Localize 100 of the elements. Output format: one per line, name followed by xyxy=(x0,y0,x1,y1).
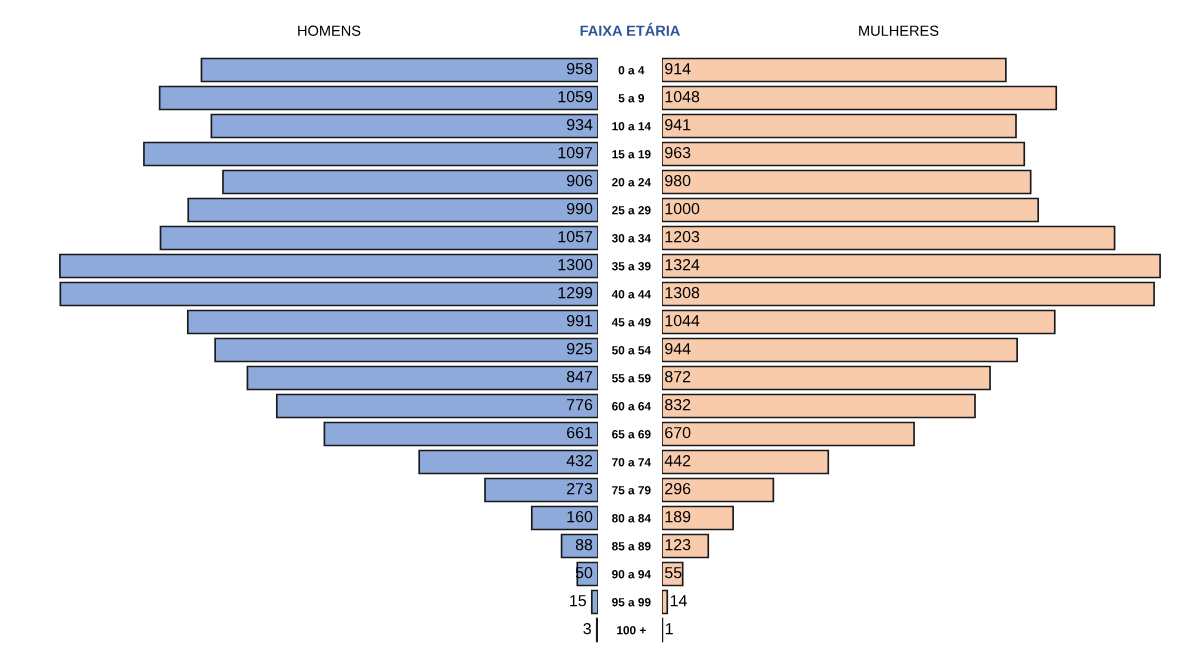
y-tick-label: 15 a 19 xyxy=(612,150,651,159)
bar xyxy=(662,281,1155,307)
data-label: 1300 xyxy=(558,258,593,271)
y-tick-label: 0 a 4 xyxy=(618,66,645,75)
data-label: 296 xyxy=(665,482,691,495)
bar xyxy=(323,421,598,447)
y-tick-label: 55 a 59 xyxy=(612,374,651,383)
y-tick-label: 25 a 29 xyxy=(612,206,651,215)
bar xyxy=(200,57,598,83)
y-tick-label: 20 a 24 xyxy=(612,178,651,187)
bar xyxy=(662,197,1040,223)
data-label: 1044 xyxy=(665,314,700,327)
bar xyxy=(662,449,830,475)
bar xyxy=(210,113,598,139)
y-tick-label: 90 a 94 xyxy=(612,570,651,579)
bar xyxy=(662,57,1007,83)
y-tick-label: 100 + xyxy=(617,626,646,635)
bar xyxy=(662,533,710,559)
bar xyxy=(186,309,598,335)
bar xyxy=(662,253,1161,279)
y-tick-label: 35 a 39 xyxy=(611,262,651,271)
bar xyxy=(662,141,1026,167)
data-label: 1097 xyxy=(558,146,593,159)
data-label: 914 xyxy=(665,62,691,75)
y-tick-label: 75 a 79 xyxy=(612,486,651,495)
data-label: 941 xyxy=(665,118,691,131)
bar xyxy=(662,421,915,447)
y-tick-label: 10 a 14 xyxy=(612,122,651,131)
data-label: 670 xyxy=(665,426,691,439)
bar xyxy=(662,365,991,391)
chart-title: HOMENS xyxy=(298,25,361,36)
bar xyxy=(530,505,598,531)
bar xyxy=(662,169,1032,195)
data-label: 15 xyxy=(570,595,587,607)
data-label: 1 xyxy=(665,623,673,635)
data-label: 1048 xyxy=(665,90,700,103)
data-label: 160 xyxy=(567,510,593,523)
y-tick-label: 70 a 74 xyxy=(612,458,651,467)
y-tick-label: 95 a 99 xyxy=(612,598,651,607)
bar xyxy=(484,477,598,503)
bar xyxy=(662,85,1058,111)
data-label: 832 xyxy=(665,398,691,411)
bar xyxy=(143,141,598,167)
bar xyxy=(275,393,598,419)
bar xyxy=(246,365,598,391)
data-label: 432 xyxy=(566,454,593,467)
data-label: 990 xyxy=(566,202,593,215)
bar xyxy=(662,477,775,503)
y-tick-label: 45 a 49 xyxy=(611,318,651,327)
bar xyxy=(662,337,1018,363)
data-label: 958 xyxy=(566,62,593,75)
data-label: 980 xyxy=(665,174,691,187)
bar xyxy=(187,197,598,223)
y-tick-label: 80 a 84 xyxy=(612,514,651,523)
data-label: 1057 xyxy=(558,230,593,243)
data-label: 872 xyxy=(665,370,691,383)
data-label: 934 xyxy=(566,118,593,131)
y-axis-title: FAIXA ETÁRIA xyxy=(580,22,680,36)
y-tick-label: 60 a 64 xyxy=(612,402,651,411)
bar xyxy=(662,225,1116,251)
data-label: 847 xyxy=(566,370,593,383)
data-label: 963 xyxy=(665,146,691,159)
bar xyxy=(590,589,598,615)
y-tick-label: 30 a 34 xyxy=(611,234,651,243)
bar xyxy=(159,225,598,251)
data-label: 1299 xyxy=(558,286,593,299)
data-label: 906 xyxy=(566,174,593,187)
bar xyxy=(662,393,976,419)
y-tick-label: 85 a 89 xyxy=(612,542,651,551)
bar xyxy=(158,85,598,111)
data-label: 991 xyxy=(566,314,593,327)
bar xyxy=(662,309,1056,335)
bar xyxy=(662,113,1017,139)
data-label: 189 xyxy=(665,510,691,523)
data-label: 1203 xyxy=(665,230,700,243)
data-label: 776 xyxy=(567,398,593,411)
data-label: 123 xyxy=(665,538,691,551)
bar xyxy=(222,169,598,195)
data-label: 14 xyxy=(670,595,687,607)
bar xyxy=(418,449,598,475)
data-label: 55 xyxy=(665,567,682,579)
bar xyxy=(662,589,669,615)
y-tick-label: 5 a 9 xyxy=(618,94,645,103)
data-label: 1324 xyxy=(665,258,700,271)
chart-title: MULHERES xyxy=(859,25,939,36)
y-tick-label: 65 a 69 xyxy=(612,430,651,439)
data-label: 925 xyxy=(566,342,593,355)
data-label: 1000 xyxy=(665,202,700,215)
data-label: 1308 xyxy=(665,286,700,299)
y-tick-label: 50 a 54 xyxy=(612,346,651,355)
data-label: 88 xyxy=(575,538,593,551)
bar xyxy=(59,253,598,279)
data-label: 273 xyxy=(567,482,593,495)
data-label: 944 xyxy=(665,342,691,355)
data-label: 3 xyxy=(583,622,591,635)
bar xyxy=(214,337,598,363)
data-label: 661 xyxy=(567,426,593,439)
y-tick-label: 40 a 44 xyxy=(611,290,651,299)
data-label: 442 xyxy=(664,454,691,467)
bar xyxy=(662,505,734,531)
